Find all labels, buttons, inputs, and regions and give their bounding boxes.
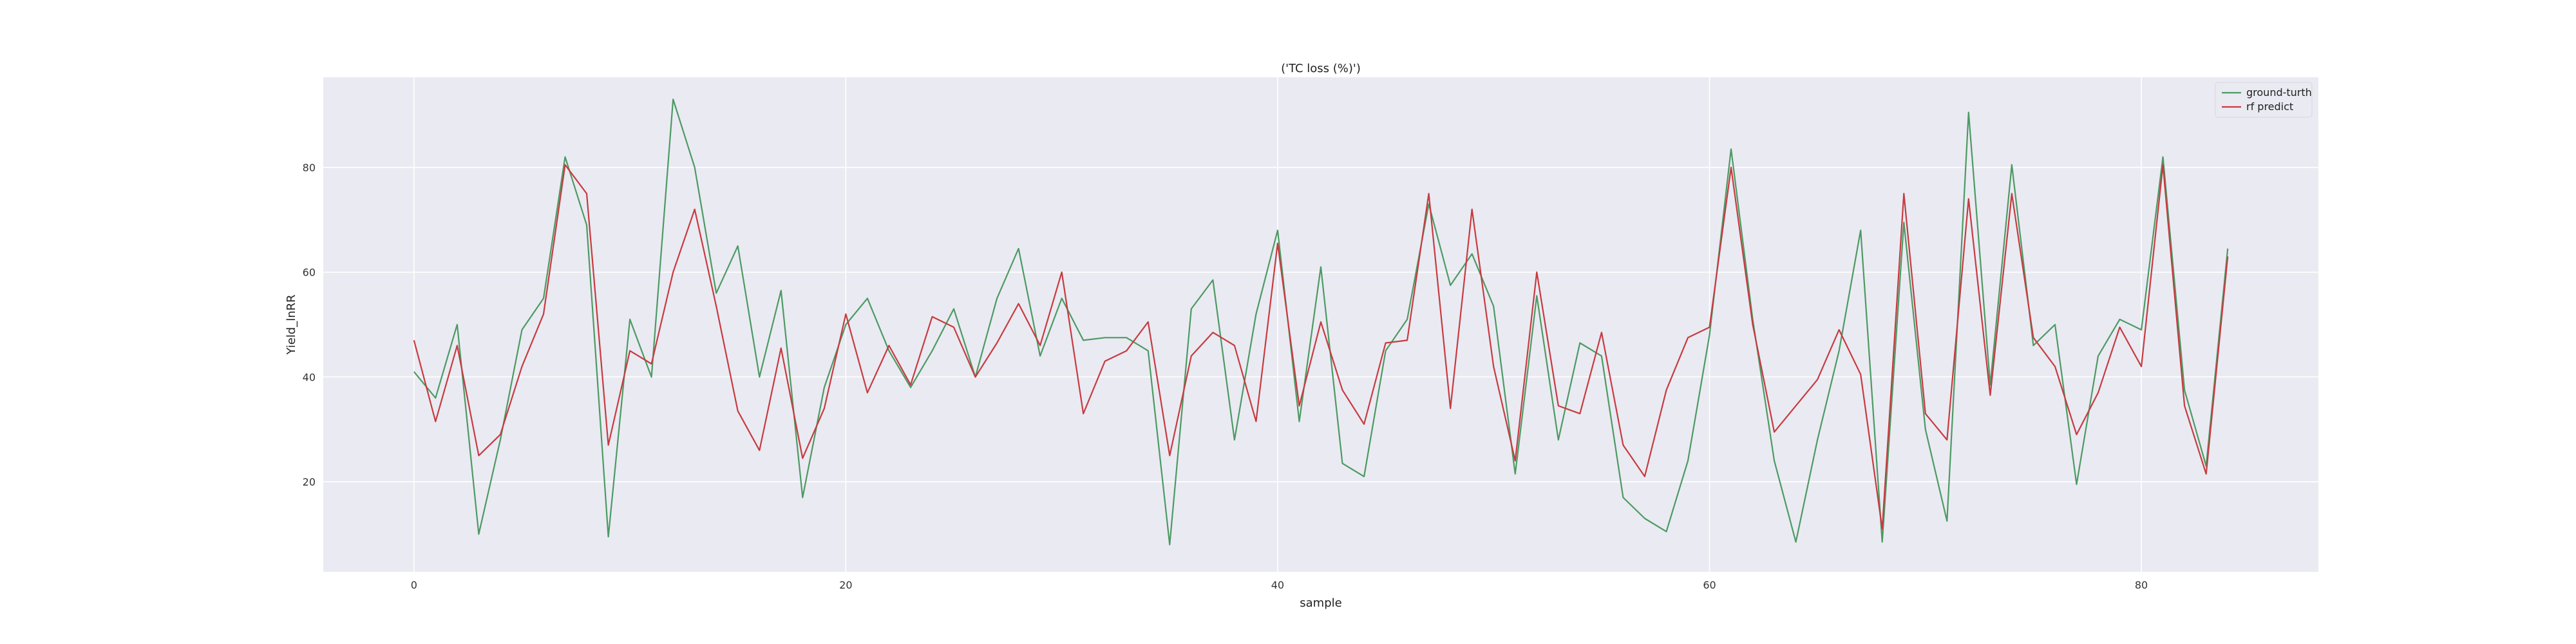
- y-tick-label: 20: [303, 476, 316, 488]
- x-tick-label: 40: [1271, 579, 1284, 591]
- x-tick-label: 80: [2135, 579, 2148, 591]
- y-tick-label: 40: [303, 371, 316, 383]
- x-tick-label: 20: [839, 579, 852, 591]
- x-tick-label: 0: [411, 579, 417, 591]
- legend-label: ground-turth: [2246, 86, 2312, 99]
- legend-box: [2215, 82, 2313, 118]
- y-axis-label: Yield_lnRR: [285, 294, 298, 355]
- series-line-ground-truth: [413, 99, 2229, 545]
- series-line-rf-predict: [413, 164, 2229, 530]
- legend-label: rf predict: [2246, 100, 2293, 113]
- x-tick-label: 60: [1703, 579, 1716, 591]
- y-axis-ticks: 20 40 60 80: [303, 162, 316, 488]
- x-axis-label: sample: [1300, 596, 1341, 610]
- y-tick-label: 80: [303, 162, 316, 174]
- x-axis-ticks: 0 20 40 60 80: [411, 579, 2148, 591]
- chart-title: ('TC loss (%)'): [1281, 62, 1361, 75]
- series-lines: [413, 99, 2229, 545]
- y-tick-label: 60: [303, 267, 316, 279]
